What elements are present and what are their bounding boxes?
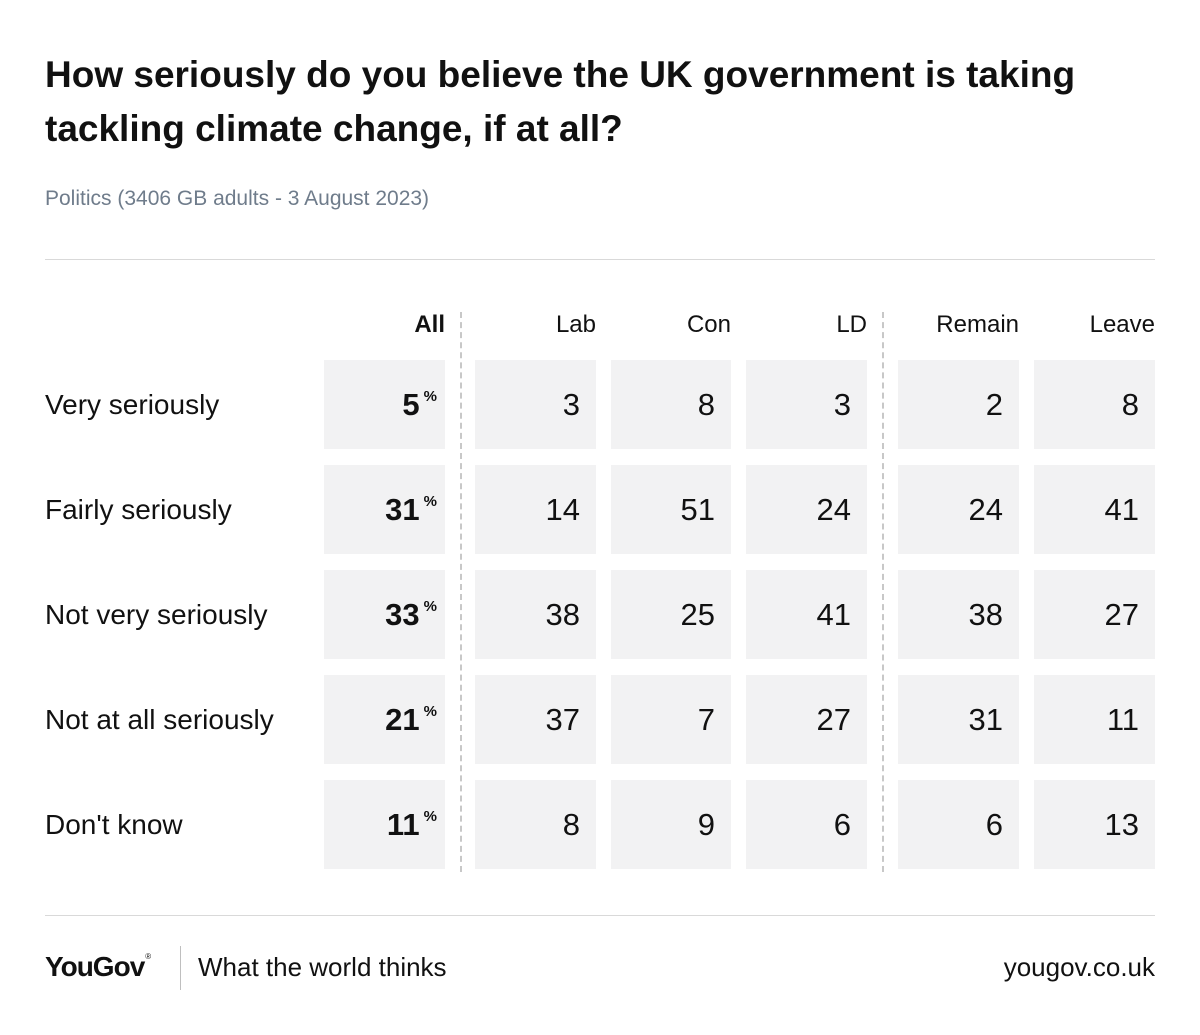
value-cell: 11 — [1034, 675, 1155, 764]
value-cell: 6 — [898, 780, 1019, 869]
value-cell: 13 — [1034, 780, 1155, 869]
value-cell: 25 — [611, 570, 731, 659]
footer-separator — [180, 946, 181, 990]
column-header-remain: Remain — [936, 311, 1019, 338]
cell-value: 7 — [697, 701, 715, 737]
column-header-ld: LD — [836, 311, 867, 338]
all-value-cell: 33% — [324, 570, 445, 659]
cell-value: 41 — [1104, 491, 1139, 527]
yougov-logo[interactable]: YouGov® — [45, 947, 151, 994]
all-value-cell: 31% — [324, 465, 445, 554]
value-cell: 2 — [898, 360, 1019, 449]
cell-value: 25 — [680, 596, 715, 632]
value-cell: 38 — [898, 570, 1019, 659]
cell-value: 3 — [562, 386, 580, 422]
chart-subtitle: Politics (3406 GB adults - 3 August 2023… — [45, 187, 430, 210]
party-brexit-divider — [882, 312, 884, 872]
percent-sign: % — [423, 703, 437, 720]
cell-value: 11 — [1106, 701, 1139, 737]
all-value: 21 — [385, 701, 420, 737]
column-header-all: All — [414, 311, 445, 338]
row-label: Not very seriously — [45, 598, 268, 630]
column-header-con: Con — [686, 311, 731, 338]
cell-value: 8 — [1121, 386, 1139, 422]
value-cell: 7 — [611, 675, 731, 764]
value-cell: 37 — [475, 675, 596, 764]
cell-value: 31 — [968, 701, 1003, 737]
all-value-cell: 5% — [324, 360, 445, 449]
all-value-cell: 11% — [324, 780, 445, 869]
value-cell: 27 — [746, 675, 867, 764]
cell-value: 3 — [833, 386, 851, 422]
column-header-lab: Lab — [555, 311, 596, 338]
value-cell: 27 — [1034, 570, 1155, 659]
cell-value: 38 — [545, 596, 580, 632]
percent-sign: % — [423, 388, 437, 405]
value-cell: 3 — [475, 360, 596, 449]
cell-value: 27 — [1104, 596, 1139, 632]
all-value: 11 — [386, 806, 420, 842]
value-cell: 51 — [611, 465, 731, 554]
row-label: Fairly seriously — [45, 493, 232, 525]
cell-value: 13 — [1104, 806, 1139, 842]
value-cell: 14 — [475, 465, 596, 554]
row-label: Very seriously — [45, 388, 220, 420]
cell-value: 41 — [816, 596, 851, 632]
cell-value: 38 — [968, 596, 1003, 632]
cell-value: 27 — [816, 701, 851, 737]
all-value-cell: 21% — [324, 675, 445, 764]
cell-value: 2 — [985, 386, 1003, 422]
cell-value: 37 — [545, 701, 580, 737]
cell-value: 14 — [545, 491, 580, 527]
row-label: Not at all seriously — [45, 703, 274, 735]
all-value: 33 — [385, 596, 420, 632]
percent-sign: % — [423, 808, 437, 825]
value-cell: 24 — [746, 465, 867, 554]
percent-sign: % — [423, 598, 437, 615]
cell-value: 51 — [680, 491, 715, 527]
value-cell: 3 — [746, 360, 867, 449]
cell-value: 8 — [562, 806, 580, 842]
value-cell: 24 — [898, 465, 1019, 554]
percent-sign: % — [423, 493, 437, 510]
cell-value: 24 — [968, 491, 1003, 527]
value-cell: 9 — [611, 780, 731, 869]
cell-value: 9 — [697, 806, 715, 842]
footer-tagline: What the world thinks — [198, 952, 447, 982]
value-cell: 6 — [746, 780, 867, 869]
logo-text: YouGov — [45, 951, 145, 982]
value-cell: 8 — [475, 780, 596, 869]
value-cell: 31 — [898, 675, 1019, 764]
cell-value: 24 — [816, 491, 851, 527]
value-cell: 8 — [611, 360, 731, 449]
chart-title: How seriously do you believe the UK gove… — [45, 54, 1076, 149]
cell-value: 8 — [697, 386, 715, 422]
value-cell: 41 — [1034, 465, 1155, 554]
cell-value: 6 — [985, 806, 1003, 842]
cell-value: 6 — [833, 806, 851, 842]
all-value: 5 — [402, 386, 420, 422]
website-link[interactable]: yougov.co.uk — [1003, 952, 1155, 982]
value-cell: 38 — [475, 570, 596, 659]
column-header-leave: Leave — [1089, 311, 1155, 338]
logo-registered-mark: ® — [145, 952, 151, 961]
top-divider — [45, 259, 1155, 260]
value-cell: 41 — [746, 570, 867, 659]
all-value: 31 — [385, 491, 420, 527]
value-cell: 8 — [1034, 360, 1155, 449]
bottom-divider — [45, 915, 1155, 916]
all-column-divider — [460, 312, 462, 872]
row-label: Don't know — [45, 808, 183, 840]
